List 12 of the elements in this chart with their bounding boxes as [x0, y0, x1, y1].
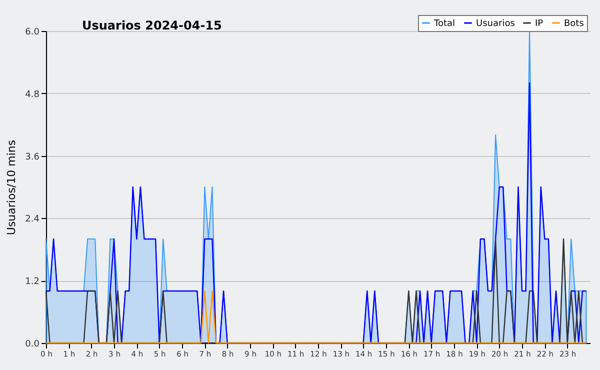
legend-label: Bots — [564, 19, 584, 29]
legend-label: IP — [535, 19, 544, 29]
y-tick-label: 2.4 — [25, 214, 40, 225]
chart-title: Usuarios 2024-04-15 — [82, 18, 222, 32]
y-tick-label: 4.8 — [25, 90, 40, 100]
y-tick-label: 1.2 — [25, 277, 40, 288]
legend-label: Total — [433, 19, 456, 29]
legend-label: Usuarios — [476, 19, 516, 29]
y-tick-label: 0.0 — [25, 340, 40, 350]
y-tick-label: 6.0 — [25, 28, 40, 38]
y-tick-label: 3.6 — [25, 152, 40, 162]
y-axis-title: Usuarios/10 mins — [5, 140, 18, 236]
